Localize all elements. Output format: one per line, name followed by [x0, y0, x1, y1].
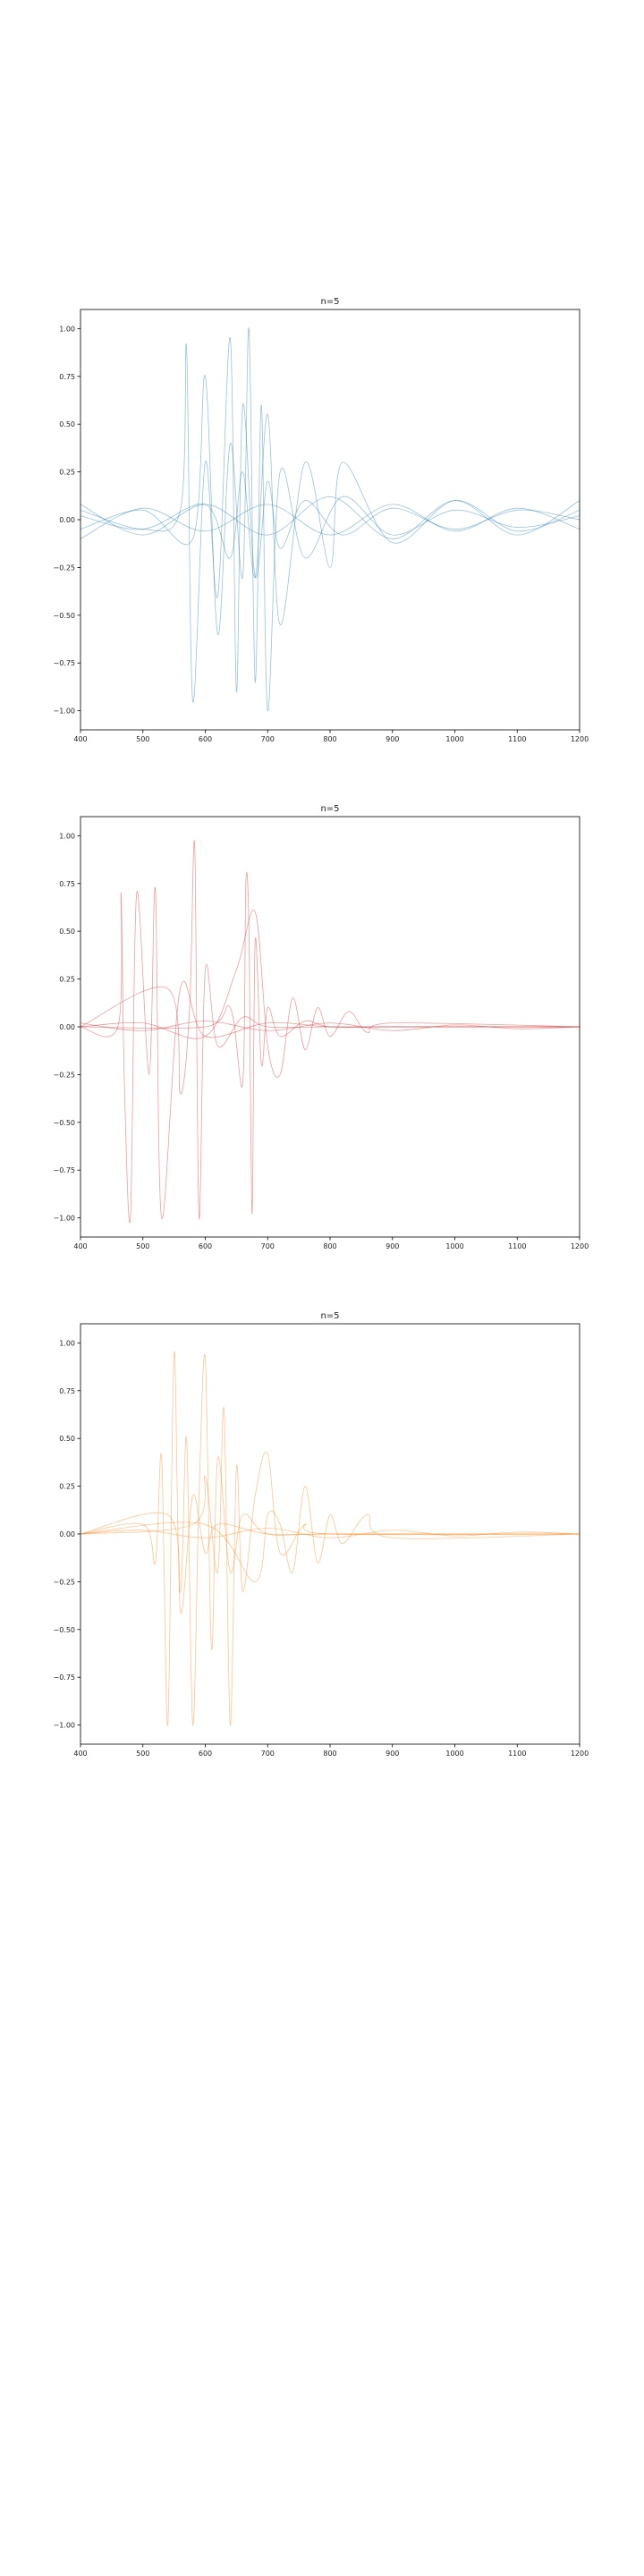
y-tick-label: 0.75: [59, 1387, 75, 1395]
chart-title: n=5: [320, 297, 339, 307]
y-tick-label: −0.25: [53, 1071, 75, 1079]
series-group: [80, 1351, 580, 1726]
y-tick-label: −1.00: [53, 708, 75, 716]
series-line-2: [80, 1353, 580, 1726]
y-tick-label: 1.00: [59, 325, 75, 333]
x-tick-label: 1200: [571, 1750, 589, 1758]
x-tick-label: 1100: [508, 1750, 526, 1758]
x-tick-label: 1100: [508, 1242, 526, 1250]
x-tick-label: 500: [136, 735, 149, 743]
chart-1: n=5 400 500 600 700 800 900 1000 1100 1200 1.00 0.7…: [53, 297, 589, 743]
y-tick-label: 0.75: [59, 880, 75, 888]
x-tick-label: 900: [386, 1242, 399, 1250]
x-tick-label: 1200: [571, 1242, 589, 1250]
y-tick-label: −1.00: [53, 1722, 75, 1730]
series-line-5: [80, 1528, 580, 1538]
series-line-3: [80, 871, 580, 1215]
x-tick-label: 1000: [445, 1242, 463, 1250]
series-group: [80, 327, 580, 712]
y-tick-label: 0.25: [59, 1483, 75, 1491]
x-tick-label: 1000: [445, 735, 463, 743]
y-tick-label: 0.75: [59, 373, 75, 381]
y-tick-label: 0.00: [59, 516, 75, 524]
series-line-4: [80, 1486, 580, 1582]
y-tick-label: −0.75: [53, 1166, 75, 1174]
y-tick-label: 0.50: [59, 928, 75, 936]
y-tick-label: 1.00: [59, 1339, 75, 1347]
series-line-2: [80, 840, 580, 1220]
x-tick-label: 800: [323, 1750, 336, 1758]
y-tick-label: −0.25: [53, 1578, 75, 1586]
x-tick-label: 900: [386, 1750, 399, 1758]
y-tick-label: −0.50: [53, 1626, 75, 1634]
series-line-3: [80, 1406, 580, 1726]
y-tick-label: −0.25: [53, 564, 75, 572]
y-tick-label: 0.50: [59, 420, 75, 428]
series-line-4: [80, 910, 580, 1078]
x-tick-label: 1000: [445, 1750, 463, 1758]
series-group: [80, 840, 580, 1224]
x-tick-label: 600: [199, 735, 212, 743]
x-tick-label: 700: [261, 1750, 275, 1758]
x-tick-label: 600: [199, 1750, 212, 1758]
y-tick-label: −0.50: [53, 612, 75, 620]
x-tick-label: 400: [73, 735, 87, 743]
x-tick-label: 600: [199, 1242, 212, 1250]
x-tick-label: 900: [386, 735, 399, 743]
chart-2: n=5 400 500 600 700 800 900 1000 1100 1200 1.00 0.7…: [53, 804, 589, 1250]
y-tick-label: 1.00: [59, 832, 75, 840]
x-tick-label: 500: [136, 1242, 149, 1250]
y-tick-label: 0.00: [59, 1530, 75, 1538]
x-tick-label: 400: [73, 1242, 87, 1250]
series-line-1: [80, 337, 580, 703]
series-line-4: [80, 496, 580, 539]
series-line-5: [80, 504, 580, 539]
x-tick-label: 800: [323, 735, 336, 743]
y-tick-label: −0.75: [53, 659, 75, 667]
chart-title: n=5: [320, 804, 339, 814]
series-line-5: [80, 1021, 580, 1031]
y-tick-label: 0.50: [59, 1435, 75, 1443]
y-tick-label: −1.00: [53, 1215, 75, 1223]
series-line-2: [80, 327, 580, 712]
x-tick-label: 700: [261, 1242, 275, 1250]
y-tick-label: 0.25: [59, 976, 75, 984]
x-tick-label: 800: [323, 1242, 336, 1250]
y-tick-label: 0.00: [59, 1023, 75, 1031]
x-tick-label: 1200: [571, 735, 589, 743]
x-tick-label: 400: [73, 1750, 87, 1758]
x-tick-label: 500: [136, 1750, 149, 1758]
x-tick-label: 1100: [508, 735, 526, 743]
series-line-3: [80, 414, 580, 625]
series-line-1: [80, 886, 580, 1224]
y-tick-label: −0.50: [53, 1119, 75, 1127]
x-tick-label: 700: [261, 735, 275, 743]
y-tick-label: 0.25: [59, 469, 75, 477]
chart-3: n=5 400 500 600 700 800 900 1000 1100 1200 1.00 0.7…: [53, 1311, 589, 1758]
series-line-1: [80, 1351, 580, 1726]
y-tick-label: −0.75: [53, 1674, 75, 1682]
chart-title: n=5: [320, 1311, 339, 1321]
